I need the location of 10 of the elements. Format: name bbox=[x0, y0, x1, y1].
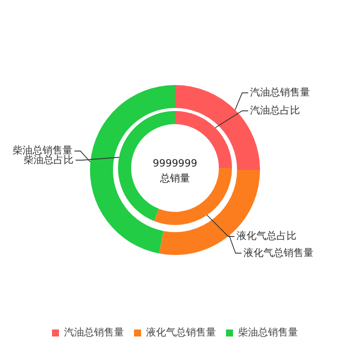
slice-label: 液化气总占比 bbox=[236, 230, 296, 242]
legend-label: 柴油总销售量 bbox=[238, 326, 298, 339]
slice-label: 汽油总销售量 bbox=[250, 86, 310, 98]
legend-label: 液化气总销售量 bbox=[146, 326, 216, 339]
slice-label: 柴油总占比 bbox=[24, 154, 74, 166]
text: 总销量 bbox=[159, 172, 190, 185]
slice-label: 液化气总销售量 bbox=[244, 246, 314, 259]
slice-label: 汽油总占比 bbox=[250, 104, 300, 116]
legend-label: 汽油总销售量 bbox=[64, 326, 124, 339]
text: 9999999 bbox=[152, 158, 198, 170]
